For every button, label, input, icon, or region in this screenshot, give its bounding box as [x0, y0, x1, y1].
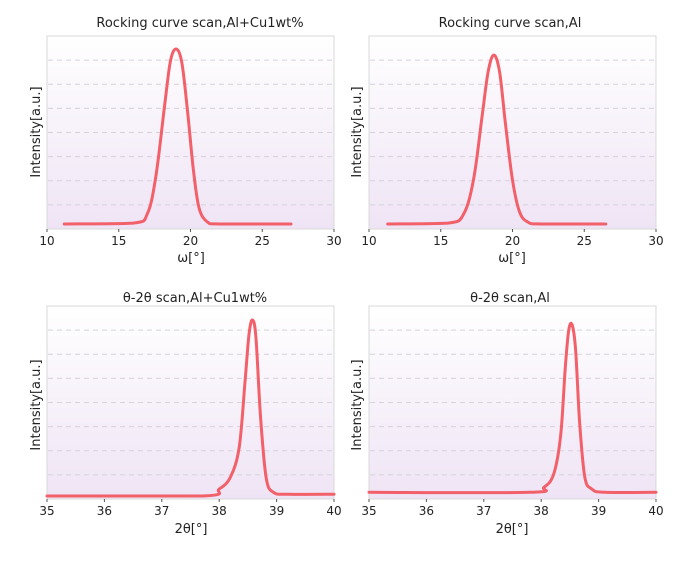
- data-series-line: [62, 47, 293, 226]
- y-axis-label: Intensity[a.u.]: [29, 359, 44, 450]
- plot-area: [47, 306, 334, 499]
- x-axis-label: ω[°]: [498, 251, 526, 266]
- x-tick-label: 15: [433, 234, 448, 248]
- panel-rocking-al-cu: Rocking curve scan,Al+Cu1wt% Intensity[a…: [29, 16, 342, 266]
- x-tick-label: 25: [255, 234, 270, 248]
- plot-frame: [368, 305, 657, 500]
- plot-area: [369, 36, 656, 229]
- x-tick-label: 10: [39, 234, 54, 248]
- panel-theta-al-cu: θ-2θ scan,Al+Cu1wt% Intensity[a.u.] 2θ[°…: [29, 291, 342, 537]
- gridlines: [48, 59, 333, 206]
- x-tick-label: 40: [326, 504, 341, 518]
- data-series-line: [367, 321, 658, 495]
- x-tick-label: 20: [505, 234, 520, 248]
- y-axis-label: Intensity[a.u.]: [350, 86, 365, 177]
- data-series-line: [45, 318, 336, 498]
- x-tick-label: 20: [183, 234, 198, 248]
- gridlines: [370, 59, 655, 206]
- x-ticks: 35 36 37 38 39 40: [361, 499, 664, 518]
- x-tick-label: 10: [361, 234, 376, 248]
- x-tick-label: 36: [97, 504, 112, 518]
- x-ticks: 35 36 37 38 39 40: [39, 499, 342, 518]
- x-ticks: 10 15 20 25 30: [39, 229, 342, 248]
- x-tick-label: 37: [476, 504, 491, 518]
- chart-title: θ-2θ scan,Al+Cu1wt%: [123, 291, 267, 306]
- panel-rocking-al: Rocking curve scan,Al Intensity[a.u.] ω[…: [350, 16, 664, 266]
- x-tick-label: 39: [269, 504, 284, 518]
- y-axis-label: Intensity[a.u.]: [29, 86, 44, 177]
- chart-title: Rocking curve scan,Al: [439, 16, 582, 31]
- gridlines: [370, 329, 655, 476]
- data-series-line: [386, 53, 608, 226]
- plot-area: [369, 306, 656, 499]
- chart-title: Rocking curve scan,Al+Cu1wt%: [96, 16, 303, 31]
- x-axis-label: ω[°]: [177, 251, 205, 266]
- x-tick-label: 38: [534, 504, 549, 518]
- x-tick-label: 15: [111, 234, 126, 248]
- x-tick-label: 39: [591, 504, 606, 518]
- x-tick-label: 30: [648, 234, 663, 248]
- x-axis-label: 2θ[°]: [496, 522, 529, 537]
- gridlines: [48, 329, 333, 476]
- x-axis-label: 2θ[°]: [175, 522, 208, 537]
- y-axis-label: Intensity[a.u.]: [350, 359, 365, 450]
- x-tick-label: 30: [326, 234, 341, 248]
- x-tick-label: 37: [154, 504, 169, 518]
- plot-frame: [46, 305, 335, 500]
- x-tick-label: 38: [212, 504, 227, 518]
- panel-theta-al: θ-2θ scan,Al Intensity[a.u.] 2θ[°] 35 36 3…: [350, 291, 664, 537]
- x-tick-label: 40: [648, 504, 663, 518]
- x-tick-label: 36: [419, 504, 434, 518]
- x-tick-label: 35: [39, 504, 54, 518]
- chart-title: θ-2θ scan,Al: [470, 291, 550, 306]
- x-tick-label: 35: [361, 504, 376, 518]
- x-tick-label: 25: [577, 234, 592, 248]
- x-ticks: 10 15 20 25 30: [361, 229, 664, 248]
